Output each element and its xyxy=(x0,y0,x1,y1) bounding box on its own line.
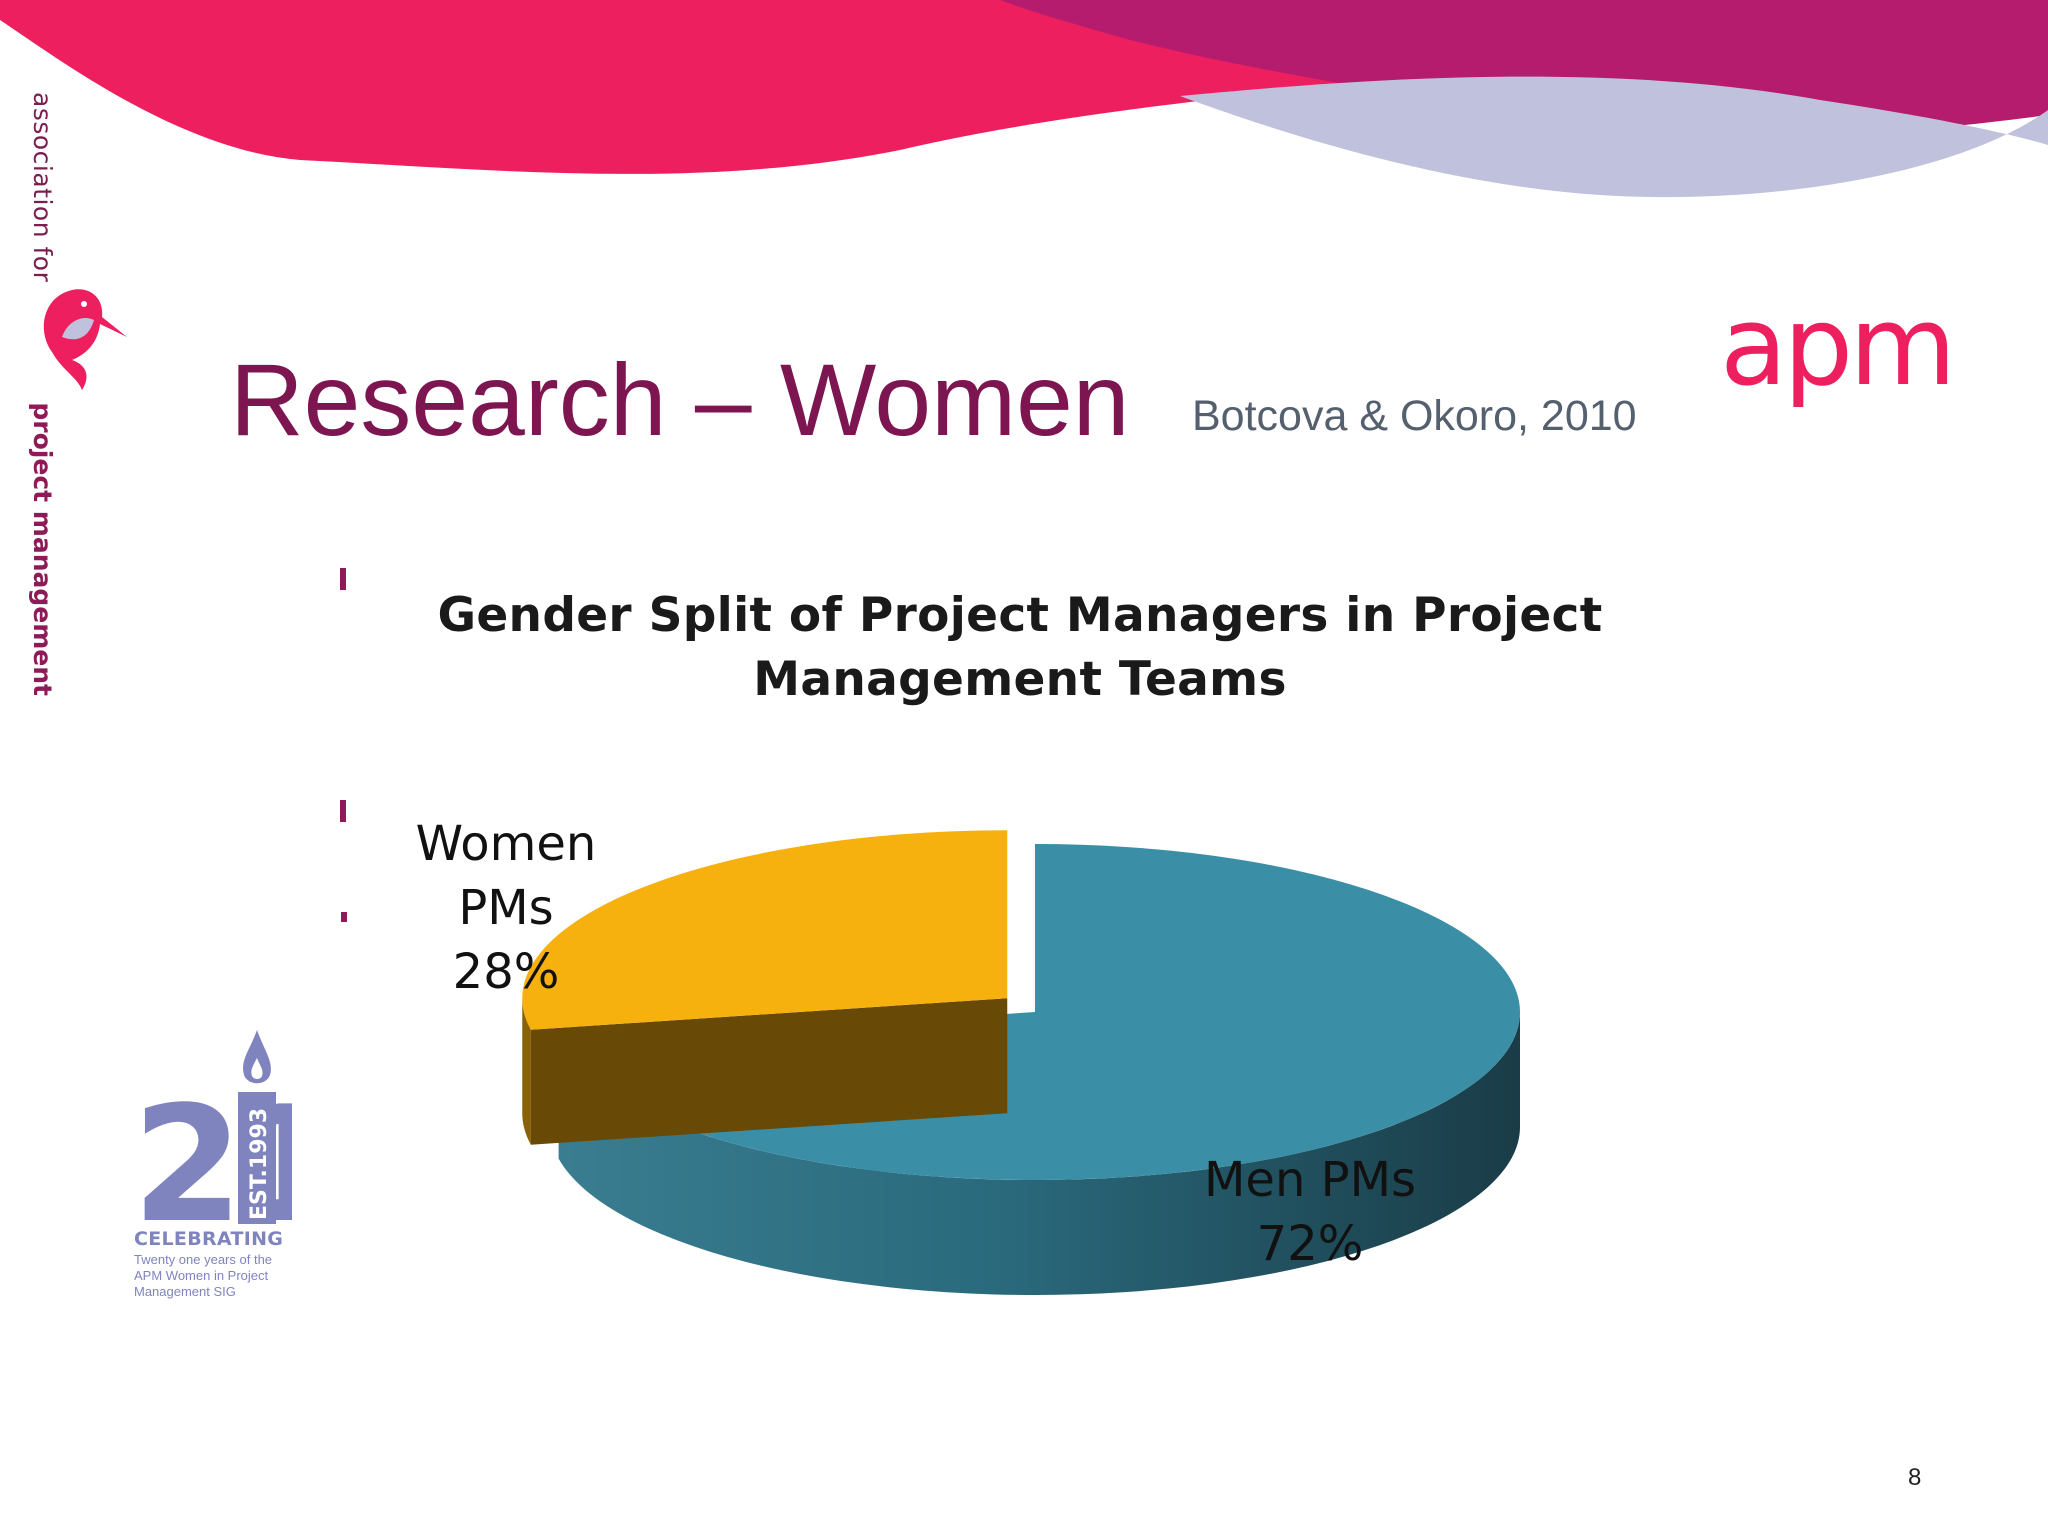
slide-title: Research – Women xyxy=(230,343,1130,457)
citation: Botcova & Okoro, 2010 xyxy=(1192,392,1637,440)
bullet-marker xyxy=(340,568,346,590)
slice-label-men: Men PMs 72% xyxy=(1180,1148,1440,1276)
wave-lavender xyxy=(1180,76,2048,198)
chart-title: Gender Split of Project Managers in Proj… xyxy=(420,584,1620,712)
chart-title-line-2: Management Teams xyxy=(753,652,1287,707)
anniversary-badge: 21 EST.1993 xyxy=(132,1030,292,1230)
slice-label-women: Women PMs 28% xyxy=(396,812,616,1004)
slice-value-men: 72% xyxy=(1256,1216,1364,1272)
anniversary-established: EST.1993 xyxy=(247,1108,272,1220)
slice-label-women-line-2: PMs xyxy=(458,880,554,936)
pie-slice-women-pms xyxy=(522,830,1008,1030)
anniversary-caption-line: Twenty one years of the xyxy=(134,1252,273,1267)
slice-label-women-line-1: Women xyxy=(415,816,597,872)
bullet-marker xyxy=(340,800,346,822)
header-waves xyxy=(0,0,2048,198)
slice-value-women: 28% xyxy=(452,944,560,1000)
anniversary-caption: Twenty one years of the APM Women in Pro… xyxy=(134,1252,334,1300)
anniversary-caption-line: APM Women in Project xyxy=(134,1268,269,1283)
stork-logo-icon xyxy=(43,289,127,390)
bullet-marker xyxy=(341,912,347,922)
pie-side-men-pms xyxy=(558,1012,1520,1296)
anniversary-celebrating: CELEBRATING xyxy=(134,1228,284,1250)
anniversary-caption-line: Management SIG xyxy=(134,1284,236,1299)
apm-logo-text: apm xyxy=(1720,306,1952,410)
chart-title-line-1: Gender Split of Project Managers in Proj… xyxy=(437,588,1603,643)
candle-flame-icon xyxy=(243,1030,271,1084)
page-number: 8 xyxy=(1908,1464,1922,1491)
slice-label-men-line-1: Men PMs xyxy=(1204,1152,1416,1208)
pie-side-women-pms xyxy=(522,998,531,1145)
apm-logo: apm xyxy=(1720,306,1956,410)
pie-cut-face-women-pms xyxy=(530,998,1008,1145)
